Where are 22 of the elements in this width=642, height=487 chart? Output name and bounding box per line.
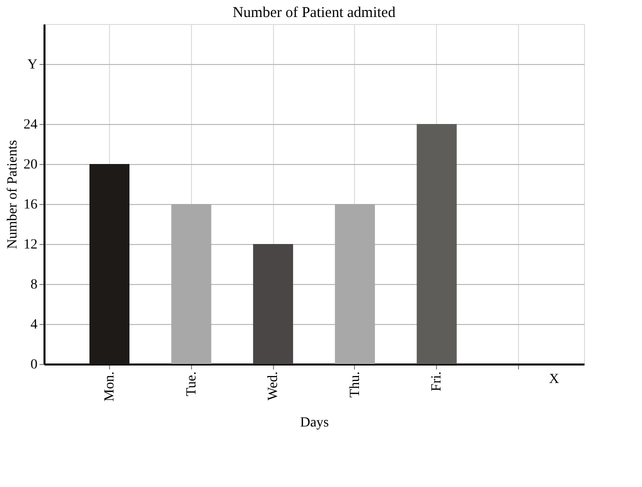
bar (89, 164, 130, 364)
text: X (548, 372, 560, 387)
y-tick-label: 24 (24, 118, 38, 132)
y-axis-title: Number of Patients (6, 140, 20, 249)
y-tick-label: 0 (30, 358, 38, 372)
y-tick-label: 16 (24, 198, 38, 212)
y-tick-label: 12 (24, 238, 38, 252)
y-tick-label: Y (27, 58, 38, 72)
y-tick-label: 8 (30, 278, 38, 292)
bar (416, 124, 457, 364)
x-tick-label: Mon. (102, 372, 118, 402)
x-tick-label: Fri. (430, 372, 445, 392)
x-tick-label: Wed. (266, 372, 282, 400)
y-tick-label: 4 (30, 318, 38, 332)
chart-title: Number of Patient admited (232, 5, 396, 21)
bar (334, 204, 375, 364)
bar (253, 244, 294, 364)
x-axis-title: Days (300, 415, 329, 430)
x-tick-label: Tue. (184, 372, 200, 396)
x-tick-label: Thu. (348, 372, 363, 398)
bar (171, 204, 212, 364)
y-tick-label: 20 (24, 158, 38, 172)
